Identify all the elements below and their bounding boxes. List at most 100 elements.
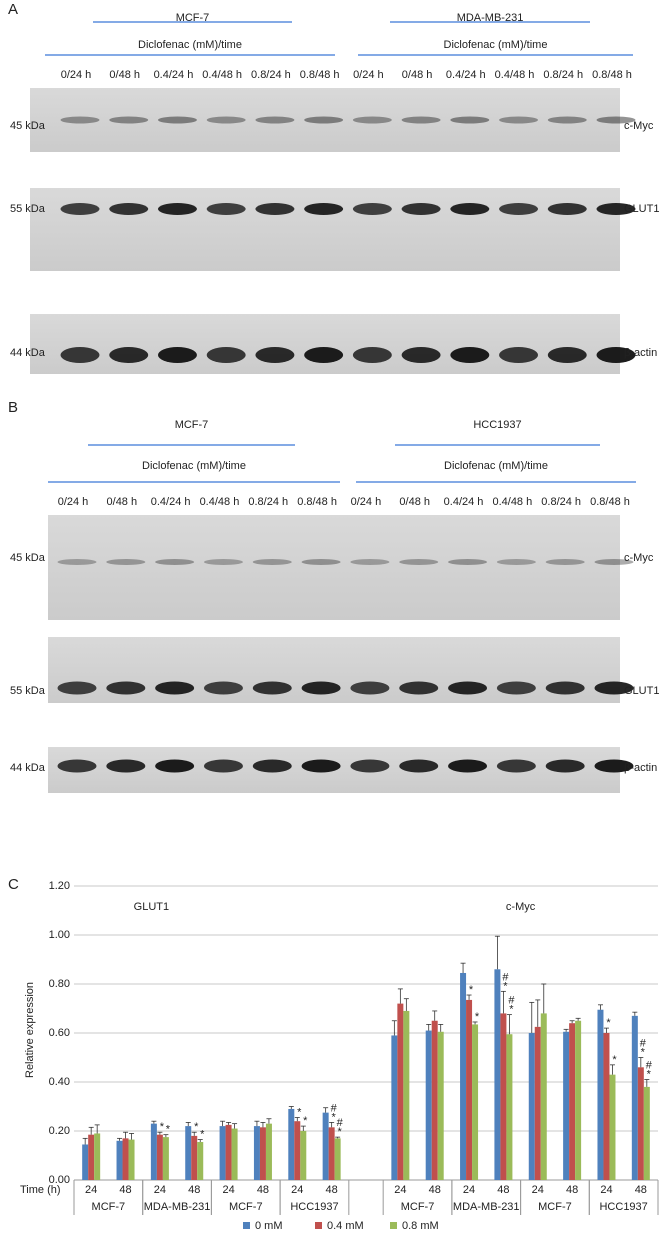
blot-band [252,759,292,773]
lane-label: 0.8/24 h [248,496,288,508]
legend-swatch [390,1222,397,1229]
significance-marker: # [331,1102,338,1114]
bar [150,1123,157,1180]
blot-band [155,681,195,695]
blot-band [450,203,490,215]
blot-band [545,559,585,565]
blot-image [48,515,620,620]
blot-band [596,203,636,215]
blot-band [401,203,441,215]
bar [500,1013,507,1180]
blot-band [203,681,243,695]
legend-label: 0.4 mM [327,1220,364,1232]
blot-band [350,681,390,695]
blot-band [596,347,636,363]
blot-band [60,116,100,124]
bar [603,1033,610,1180]
lane-label: 0.8/48 h [300,69,340,81]
blot-band [547,116,587,124]
treatment-label: Diclofenac (mM)/time [444,39,548,51]
y-tick-label: 0.80 [49,978,70,990]
bar [116,1140,123,1180]
significance-marker: * [303,1115,308,1127]
x-tick-label: 24 [532,1184,544,1196]
blot-band [399,559,439,565]
bar [156,1134,163,1180]
significance-marker: # [508,995,515,1007]
blot-band [350,759,390,773]
significance-marker: * [200,1128,205,1140]
bar [403,1010,410,1180]
bar [437,1031,444,1180]
section-title: c-Myc [506,901,536,913]
cell-line-label: MCF-7 [229,1201,263,1213]
blot-band [352,116,392,124]
x-tick-label: 48 [429,1184,441,1196]
blot-band [448,559,488,565]
significance-marker: * [509,1004,514,1016]
blot-band [252,681,292,695]
blot-band [399,759,439,773]
y-tick-label: 1.20 [49,880,70,892]
bar [391,1035,398,1180]
size-marker: 55 kDa [10,685,46,697]
blot-band [350,559,390,565]
size-marker: 45 kDa [10,552,46,564]
cell-line-label: HCC1937 [290,1201,338,1213]
bar [225,1124,232,1180]
blot-band [594,681,634,695]
significance-marker: * [194,1121,199,1133]
bar [534,1026,541,1180]
lane-label: 0.4/24 h [446,69,486,81]
bar [528,1033,535,1180]
blot-band [547,347,587,363]
lane-label: 0/48 h [109,69,140,81]
blot-band [352,203,392,215]
blot-band [106,559,146,565]
blot-band [109,116,149,124]
bar [122,1138,129,1180]
significance-marker: * [612,1054,617,1066]
bar [231,1128,238,1180]
bar [460,972,467,1180]
bar [494,969,501,1180]
lane-label: 0.4/24 h [444,496,484,508]
lane-label: 0.8/48 h [592,69,632,81]
bar [334,1138,341,1180]
x-tick-label: 24 [291,1184,303,1196]
blot-band [60,203,100,215]
significance-marker: * [647,1068,652,1080]
treatment-label: Diclofenac (mM)/time [444,460,548,472]
lane-label: 0/24 h [353,69,384,81]
blot-band [255,347,295,363]
legend-label: 0 mM [255,1220,283,1232]
blot-band [499,347,539,363]
bar [563,1031,570,1180]
bar [643,1086,650,1180]
bar [397,1003,404,1180]
blot-band [155,559,195,565]
legend-label: 0.8 mM [402,1220,439,1232]
blot-band [545,681,585,695]
bar [259,1127,266,1180]
lane-label: 0/48 h [107,496,138,508]
y-tick-label: 1.00 [49,929,70,941]
significance-marker: * [160,1121,165,1133]
bar [265,1123,272,1180]
significance-marker: * [332,1111,337,1123]
blot-band [206,116,246,124]
bar [94,1133,101,1180]
bar [597,1009,604,1180]
x-tick-label: 48 [497,1184,509,1196]
protein-label: GLUT1 [624,203,659,215]
bar [128,1139,135,1180]
cell-line-label: MCF-7 [538,1201,572,1213]
bar [431,1020,438,1180]
treatment-label: Diclofenac (mM)/time [142,460,246,472]
significance-marker: # [640,1037,647,1049]
x-tick-label: 24 [222,1184,234,1196]
panel-letter: B [8,399,18,416]
lane-label: 0.4/48 h [200,496,240,508]
blot-band [401,347,441,363]
